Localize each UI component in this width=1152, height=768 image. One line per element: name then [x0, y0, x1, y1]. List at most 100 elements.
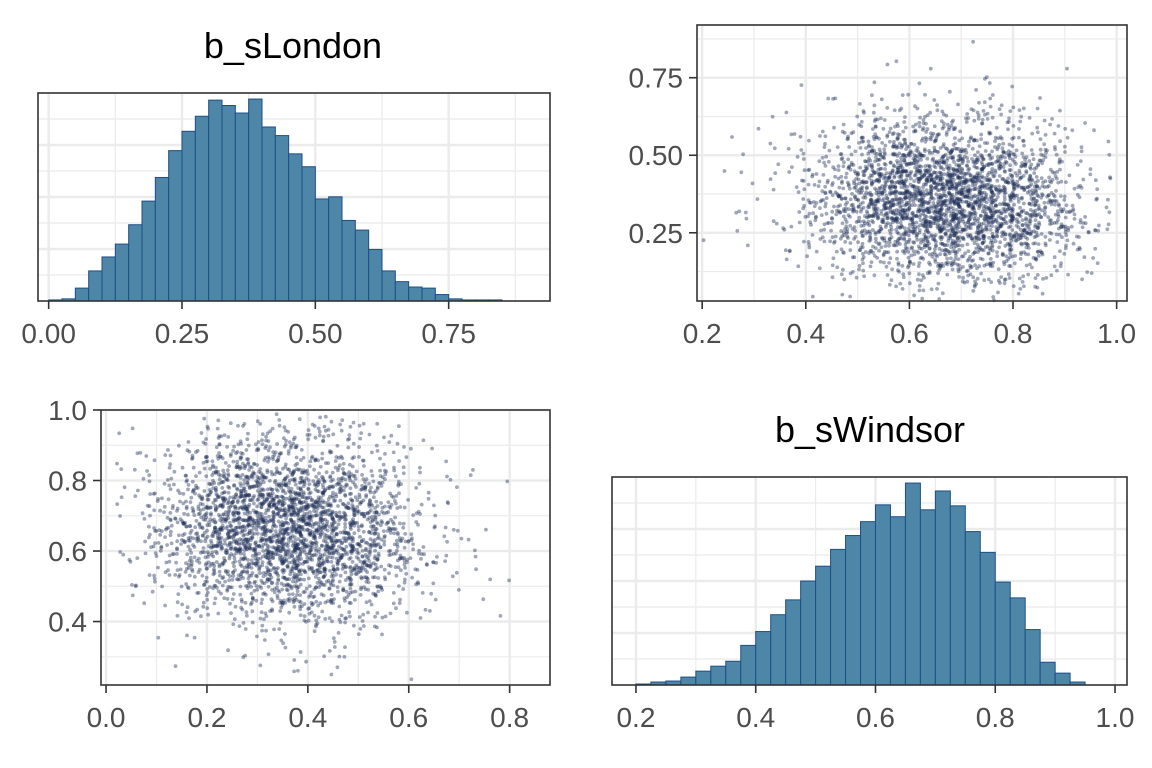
scatter-point	[932, 217, 937, 222]
scatter-point	[999, 275, 1003, 279]
scatter-point	[961, 275, 965, 280]
scatter-point	[980, 155, 984, 160]
scatter-point	[459, 536, 464, 541]
scatter-point	[1008, 163, 1012, 168]
scatter-point	[371, 575, 375, 580]
scatter-point	[173, 664, 178, 668]
scatter-point	[239, 574, 244, 579]
scatter-point	[963, 214, 968, 219]
scatter-point	[924, 182, 928, 187]
scatter-point	[928, 220, 933, 224]
scatter-point	[169, 476, 174, 481]
scatter-point	[1105, 227, 1110, 232]
scatter-point	[883, 244, 888, 248]
scatter-point	[984, 200, 989, 205]
scatter-point	[870, 164, 874, 169]
scatter-point	[944, 211, 949, 216]
scatter-point	[323, 539, 328, 544]
scatter-point	[1054, 232, 1059, 237]
scatter-point	[1009, 195, 1014, 200]
scatter-point	[879, 116, 883, 121]
scatter-point	[1031, 256, 1036, 260]
scatter-point	[867, 176, 872, 180]
scatter-point	[892, 142, 896, 147]
scatter-point	[862, 181, 867, 185]
scatter-point	[1088, 172, 1093, 177]
scatter-point	[312, 629, 317, 634]
scatter-point	[986, 215, 991, 220]
scatter-point	[841, 250, 845, 255]
scatter-point	[859, 245, 863, 250]
scatter-point	[984, 194, 988, 199]
scatter-point	[900, 179, 904, 184]
scatter-point	[872, 103, 877, 108]
scatter_upper-points	[701, 39, 1113, 303]
scatter-point	[960, 243, 965, 248]
scatter-point	[874, 199, 879, 204]
scatter-point	[960, 166, 964, 171]
scatter-point	[1046, 193, 1051, 198]
scatter-point	[323, 600, 328, 605]
scatter-point	[980, 241, 985, 246]
scatter-point	[830, 217, 834, 221]
scatter-point	[825, 180, 830, 185]
scatter-point	[972, 210, 977, 215]
scatter-point	[888, 184, 893, 189]
scatter-point	[162, 481, 167, 486]
scatter-point	[374, 510, 379, 515]
scatter-point	[1001, 252, 1005, 257]
scatter-point	[907, 203, 912, 208]
scatter-point	[806, 240, 811, 244]
scatter-point	[165, 478, 170, 482]
scatter-point	[1003, 207, 1007, 212]
scatter-point	[976, 116, 981, 121]
scatter-point	[957, 209, 962, 214]
scatter-point	[1008, 150, 1013, 155]
scatter-point	[960, 227, 965, 232]
scatter-point	[856, 171, 860, 175]
scatter-point	[194, 519, 199, 523]
scatter-point	[350, 560, 355, 564]
scatter-point	[932, 160, 937, 165]
scatter-point	[1003, 202, 1008, 207]
scatter-point	[871, 228, 875, 232]
scatter-point	[933, 217, 938, 221]
scatter-point	[1003, 159, 1008, 164]
scatter-point	[857, 215, 862, 220]
scatter-point	[939, 228, 944, 233]
scatter-point	[218, 573, 222, 578]
scatter-point	[915, 193, 919, 198]
scatter-point	[1002, 194, 1007, 199]
scatter-point	[142, 517, 147, 521]
scatter-point	[873, 203, 878, 208]
scatter-point	[293, 435, 297, 440]
scatter-point	[147, 473, 152, 478]
scatter-point	[872, 171, 877, 175]
scatter-point	[1010, 214, 1015, 219]
scatter-point	[929, 221, 934, 226]
scatter-point	[1001, 141, 1006, 146]
scatter-point	[369, 469, 374, 473]
scatter-point	[245, 457, 250, 462]
scatter-point	[936, 203, 940, 208]
scatter-point	[930, 186, 934, 190]
scatter-point	[830, 275, 835, 280]
scatter-point	[820, 155, 825, 160]
scatter-point	[175, 568, 180, 572]
scatter-point	[1024, 263, 1029, 268]
scatter-point	[1055, 170, 1060, 174]
scatter-point	[877, 248, 881, 253]
scatter-point	[266, 652, 271, 657]
scatter-point	[854, 275, 859, 280]
scatter-point	[897, 175, 902, 179]
scatter-point	[903, 125, 908, 130]
scatter-point	[861, 223, 866, 228]
scatter-point	[863, 164, 868, 169]
scatter-point	[954, 213, 958, 217]
scatter-point	[996, 155, 1000, 159]
scatter-point	[921, 118, 926, 122]
scatter-point	[898, 191, 902, 196]
scatter-point	[871, 127, 875, 131]
scatter-point	[443, 525, 448, 530]
scatter-point	[1054, 176, 1059, 181]
